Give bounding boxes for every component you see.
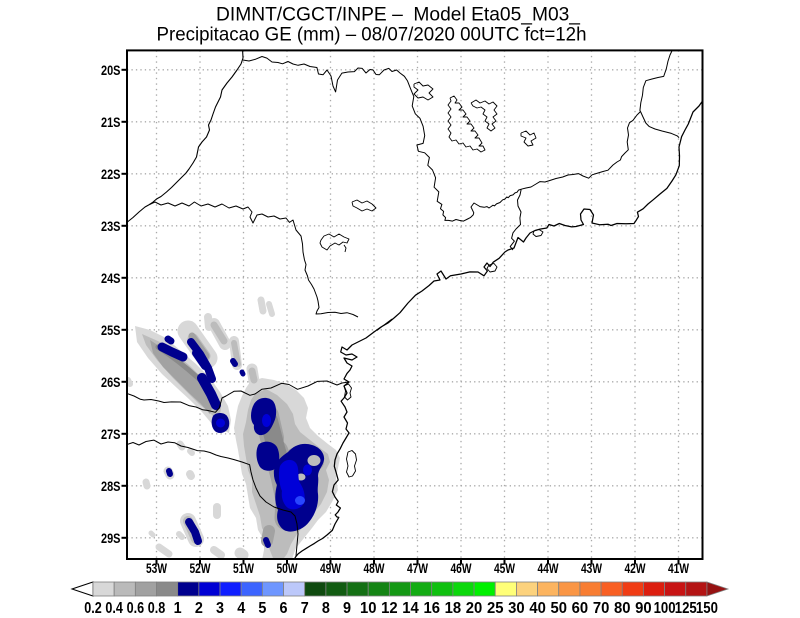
svg-text:Precipitacao GE (mm) – 08/07/2: Precipitacao GE (mm) – 08/07/2020 00UTC … [157, 23, 587, 45]
svg-text:70: 70 [593, 600, 610, 617]
svg-text:50: 50 [550, 600, 567, 617]
svg-text:8: 8 [322, 600, 330, 617]
svg-text:27S: 27S [101, 426, 121, 442]
svg-text:150: 150 [696, 600, 718, 617]
svg-text:42W: 42W [625, 560, 647, 576]
svg-text:80: 80 [614, 600, 631, 617]
svg-text:43W: 43W [581, 560, 603, 576]
svg-text:40: 40 [529, 600, 546, 617]
svg-text:10: 10 [360, 600, 377, 617]
svg-text:25S: 25S [101, 322, 121, 338]
svg-text:53W: 53W [146, 560, 168, 576]
svg-text:3: 3 [216, 600, 224, 617]
svg-text:DIMNT/CGCT/INPE – Model Eta05: DIMNT/CGCT/INPE – Model Eta05_M03_ [216, 4, 581, 26]
svg-text:21S: 21S [101, 114, 121, 130]
svg-text:51W: 51W [233, 560, 255, 576]
svg-text:14: 14 [402, 600, 419, 617]
svg-text:44W: 44W [538, 560, 560, 576]
svg-text:52W: 52W [190, 560, 212, 576]
svg-text:46W: 46W [451, 560, 473, 576]
svg-text:26S: 26S [101, 374, 121, 390]
svg-text:0.2: 0.2 [84, 600, 102, 617]
svg-text:25: 25 [487, 600, 504, 617]
svg-text:30: 30 [508, 600, 525, 617]
svg-text:12: 12 [381, 600, 398, 617]
svg-text:125: 125 [675, 600, 697, 617]
svg-text:9: 9 [343, 600, 351, 617]
svg-text:18: 18 [445, 600, 462, 617]
svg-text:4: 4 [237, 600, 245, 617]
svg-text:2: 2 [195, 600, 203, 617]
svg-text:22S: 22S [101, 166, 121, 182]
svg-text:20S: 20S [101, 62, 121, 78]
svg-text:6: 6 [280, 600, 288, 617]
svg-text:50W: 50W [277, 560, 299, 576]
svg-text:7: 7 [301, 600, 309, 617]
svg-text:16: 16 [423, 600, 440, 617]
svg-text:100: 100 [654, 600, 676, 617]
svg-text:5: 5 [258, 600, 266, 617]
svg-text:0.6: 0.6 [127, 600, 145, 617]
svg-text:90: 90 [635, 600, 652, 617]
svg-text:49W: 49W [320, 560, 342, 576]
svg-text:41W: 41W [668, 560, 690, 576]
svg-text:23S: 23S [101, 218, 121, 234]
svg-text:47W: 47W [407, 560, 429, 576]
svg-text:0.8: 0.8 [148, 600, 166, 617]
svg-text:20: 20 [466, 600, 483, 617]
svg-text:48W: 48W [364, 560, 386, 576]
svg-text:0.4: 0.4 [105, 600, 123, 617]
svg-text:60: 60 [572, 600, 589, 617]
svg-text:24S: 24S [101, 270, 121, 286]
svg-text:29S: 29S [101, 530, 121, 546]
svg-text:45W: 45W [494, 560, 516, 576]
svg-text:1: 1 [174, 600, 182, 617]
svg-text:28S: 28S [101, 478, 121, 494]
